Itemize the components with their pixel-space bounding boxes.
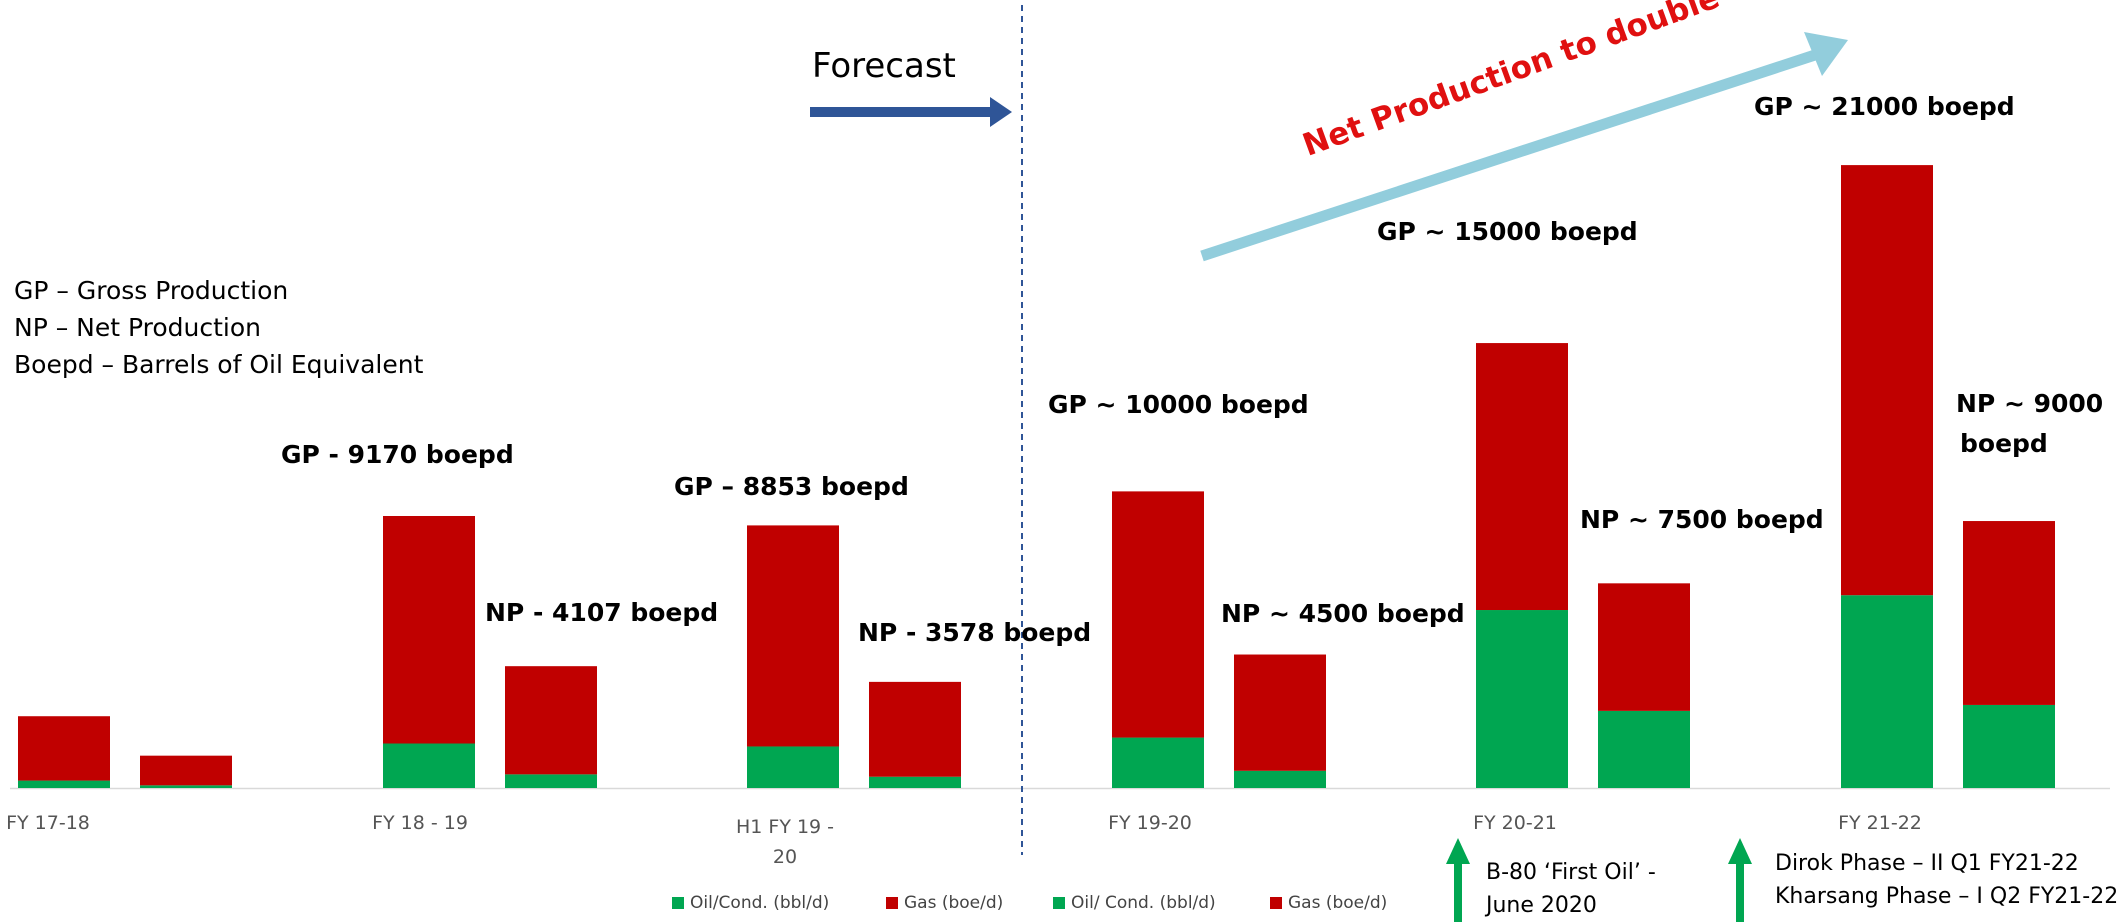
bar-oil-net-1 xyxy=(505,774,597,788)
milestone-b80-line1: B-80 ‘First Oil’ - xyxy=(1486,860,1656,885)
label-gp-h1fy19-20: GP – 8853 boepd xyxy=(674,472,909,501)
bar-gas-gross-5 xyxy=(1841,165,1933,596)
growth-arrow-head xyxy=(1804,32,1848,76)
bar-oil-net-2 xyxy=(869,776,961,788)
forecast-arrow-shaft xyxy=(810,107,990,117)
forecast-arrow-head xyxy=(990,97,1012,127)
bar-oil-net-5 xyxy=(1963,704,2055,788)
legend-swatch-oil-net xyxy=(1053,897,1065,909)
legend-item-oil-net: Oil/ Cond. (bbl/d) xyxy=(1053,893,1216,913)
x-tick-h1fy19-20: H1 FY 19 - 20 xyxy=(735,816,835,868)
bar-gas-net-4 xyxy=(1598,583,1690,711)
legend-text-gas-net: Gas (boe/d) xyxy=(1288,893,1388,913)
legend-swatch-oil-gross xyxy=(672,897,684,909)
legend-item-gas-gross: Gas (boe/d) xyxy=(886,893,1003,913)
label-np-fy21-22-line2: boepd xyxy=(1960,429,2048,458)
legend-text-gas-gross: Gas (boe/d) xyxy=(904,893,1004,913)
bar-gas-net-3 xyxy=(1234,654,1326,771)
milestone-arrow-dirok-shaft xyxy=(1736,862,1744,922)
bar-oil-gross-1 xyxy=(383,743,475,788)
bar-gas-gross-4 xyxy=(1476,343,1568,611)
bar-oil-net-3 xyxy=(1234,770,1326,788)
label-gp-fy18-19: GP - 9170 boepd xyxy=(281,440,514,469)
bar-gas-gross-0 xyxy=(18,716,110,781)
x-tick-fy21-22: FY 21-22 xyxy=(1838,812,1922,834)
label-gp-fy21-22: GP ~ 21000 boepd xyxy=(1754,92,2015,121)
milestone-dirok-kharsang: Dirok Phase – II Q1 FY21-22 Kharsang Pha… xyxy=(1775,847,2118,913)
milestone-arrow-b80-shaft xyxy=(1454,862,1462,922)
legend-item-gas-net: Gas (boe/d) xyxy=(1270,893,1387,913)
milestone-b80: B-80 ‘First Oil’ - June 2020 xyxy=(1486,856,1656,922)
label-np-fy21-22-line1: NP ~ 9000 xyxy=(1956,389,2104,418)
label-np-fy18-19: NP - 4107 boepd xyxy=(485,598,719,627)
milestone-kharsang: Kharsang Phase – I Q2 FY21-22 xyxy=(1775,884,2119,909)
milestone-arrow-b80-head xyxy=(1446,838,1470,864)
legend-text-oil-gross: Oil/Cond. (bbl/d) xyxy=(690,893,830,913)
definition-np: NP – Net Production xyxy=(14,313,262,342)
legend-swatch-gas-net xyxy=(1270,897,1282,909)
bar-oil-gross-4 xyxy=(1476,610,1568,788)
bar-gas-gross-3 xyxy=(1112,491,1204,738)
definition-boepd: Boepd – Barrels of Oil Equivalent xyxy=(14,350,424,379)
label-np-fy19-20: NP ~ 4500 boepd xyxy=(1221,599,1465,628)
definitions: GP – Gross Production NP – Net Productio… xyxy=(14,272,423,383)
bar-oil-net-0 xyxy=(140,785,232,788)
growth-arrow-shaft xyxy=(1200,48,1820,262)
bar-gas-net-2 xyxy=(869,681,961,777)
milestone-b80-line2: June 2020 xyxy=(1486,893,1597,918)
x-tick-fy19-20: FY 19-20 xyxy=(1108,812,1192,834)
bar-oil-gross-3 xyxy=(1112,737,1204,788)
definition-gp: GP – Gross Production xyxy=(14,276,289,305)
bar-gas-net-1 xyxy=(505,666,597,775)
x-tick-fy18-19: FY 18 - 19 xyxy=(372,812,468,834)
x-tick-fy17-18: FY 17-18 xyxy=(6,812,90,834)
legend-text-oil-net: Oil/ Cond. (bbl/d) xyxy=(1071,893,1216,913)
forecast-label: Forecast xyxy=(812,46,956,86)
milestone-dirok: Dirok Phase – II Q1 FY21-22 xyxy=(1775,851,2079,876)
legend-item-oil-gross: Oil/Cond. (bbl/d) xyxy=(672,893,829,913)
bar-oil-net-4 xyxy=(1598,710,1690,788)
bar-oil-gross-2 xyxy=(747,746,839,788)
bar-gas-gross-2 xyxy=(747,525,839,747)
bar-oil-gross-0 xyxy=(18,780,110,788)
label-np-fy20-21: NP ~ 7500 boepd xyxy=(1580,505,1824,534)
label-np-h1fy19-20: NP - 3578 boepd xyxy=(858,618,1092,647)
x-tick-fy20-21: FY 20-21 xyxy=(1473,812,1557,834)
label-gp-fy19-20: GP ~ 10000 boepd xyxy=(1048,390,1309,419)
bar-gas-gross-1 xyxy=(383,516,475,744)
legend-swatch-gas-gross xyxy=(886,897,898,909)
bar-gas-net-0 xyxy=(140,755,232,786)
bar-oil-gross-5 xyxy=(1841,595,1933,788)
label-gp-fy20-21: GP ~ 15000 boepd xyxy=(1377,217,1638,246)
milestone-arrow-dirok-head xyxy=(1728,838,1752,864)
bar-gas-net-5 xyxy=(1963,521,2055,705)
